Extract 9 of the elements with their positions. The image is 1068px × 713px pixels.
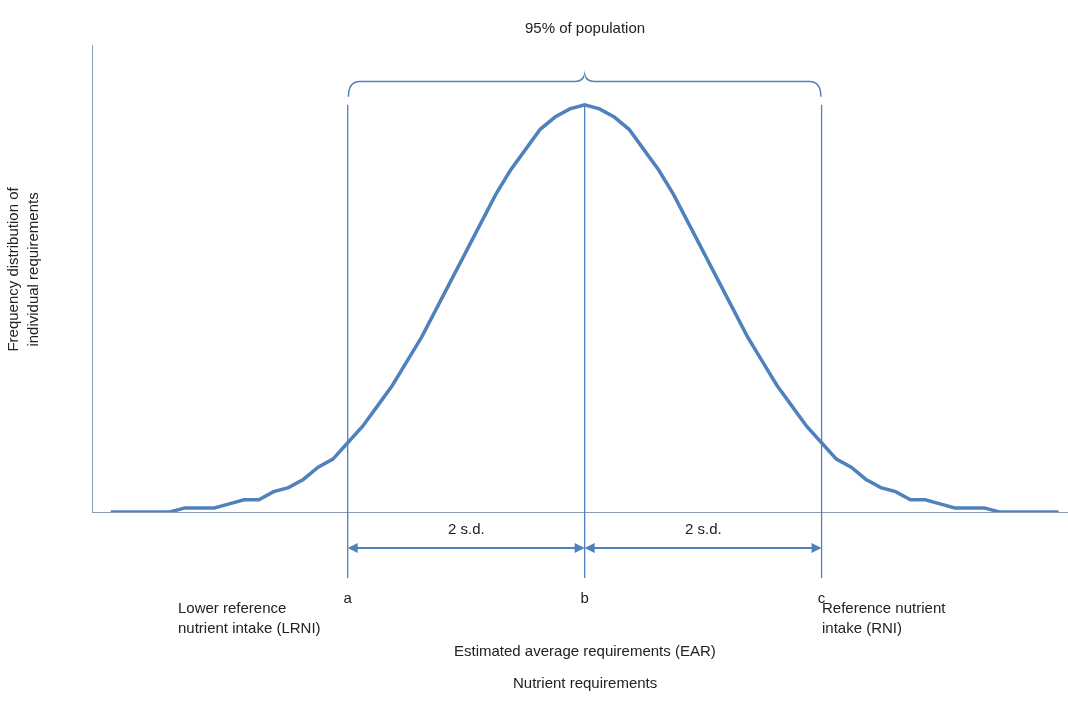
- x-tick-label: b: [580, 589, 589, 607]
- text: 2 s.d.: [685, 520, 722, 537]
- y-axis-title: Frequency distribution of individual requirements: [4, 186, 41, 352]
- text: 2 s.d.: [448, 520, 485, 537]
- x-tick-label: a: [343, 589, 353, 607]
- text: Nutrient requirements: [513, 674, 658, 691]
- text: Estimated average requirements (EAR): [454, 642, 716, 659]
- text: 95% of population: [525, 19, 646, 36]
- text: Lower reference nutrient intake (LRNI): [178, 599, 321, 636]
